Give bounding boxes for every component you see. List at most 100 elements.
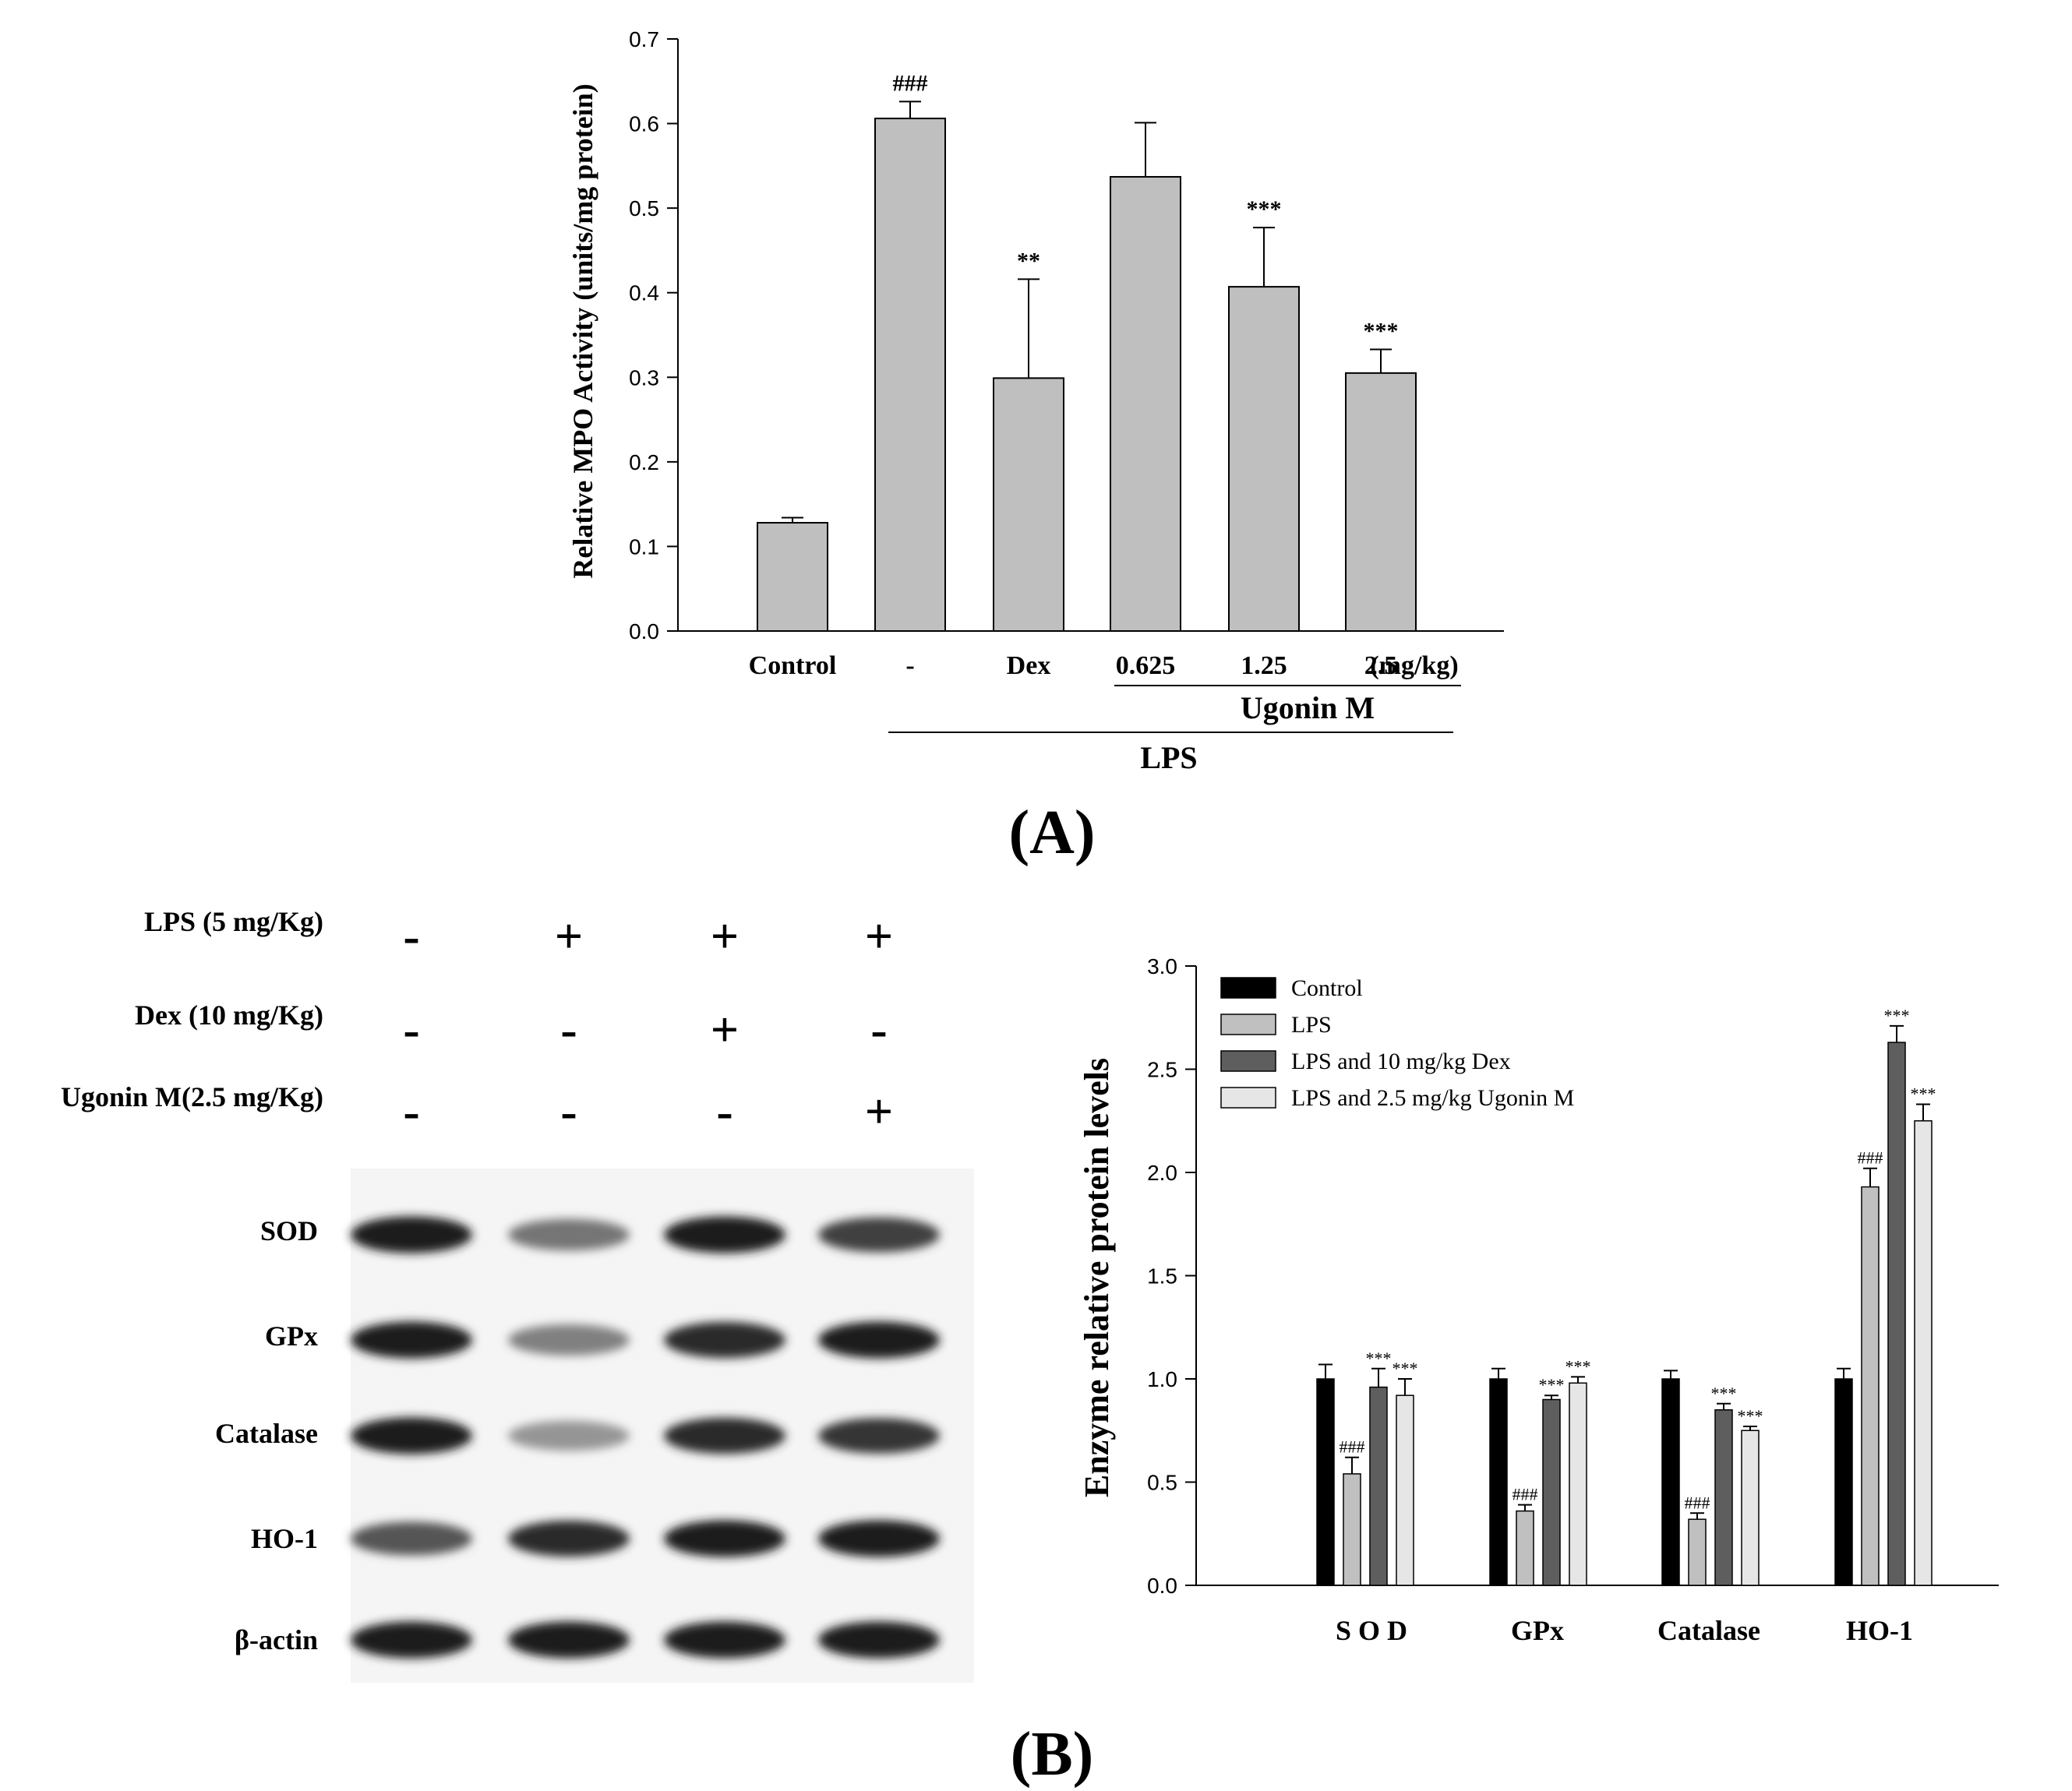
chart-b-x-label: Catalase bbox=[1657, 1615, 1760, 1646]
chart-a-y-tick-label: 0.0 bbox=[629, 619, 659, 643]
chart-a-bars: ###******** bbox=[757, 70, 1417, 633]
chart-b-bar bbox=[1343, 1473, 1361, 1586]
chart-b-bars: ###******###******###******###****** bbox=[1316, 1006, 1936, 1586]
chart-b-significance: *** bbox=[1711, 1384, 1737, 1403]
blot-treatment-label: Ugonin M(2.5 mg/Kg) bbox=[61, 1081, 323, 1112]
blot-band bbox=[351, 1321, 472, 1359]
blot-protein-label: GPx bbox=[265, 1320, 318, 1352]
blot-band bbox=[508, 1218, 630, 1251]
chart-b-bar bbox=[1489, 1378, 1508, 1586]
chart-b-legend-label: LPS and 2.5 mg/kg Ugonin M bbox=[1291, 1085, 1574, 1111]
chart-a-y-tick-label: 0.1 bbox=[629, 534, 659, 559]
chart-a-bar bbox=[1345, 372, 1417, 632]
chart-b-significance: *** bbox=[1738, 1406, 1763, 1426]
chart-a-bar bbox=[1228, 286, 1300, 632]
blot-band bbox=[818, 1217, 940, 1253]
chart-b-significance: *** bbox=[1565, 1356, 1591, 1376]
blot-treatment-sign: - bbox=[403, 908, 419, 964]
chart-a-y-tick-label: 0.6 bbox=[629, 112, 659, 136]
chart-b-y-tick-label: 0.5 bbox=[1147, 1471, 1177, 1495]
blot-treatment-label: LPS (5 mg/Kg) bbox=[144, 906, 323, 937]
blot-band bbox=[508, 1420, 630, 1451]
blot-band bbox=[508, 1520, 630, 1557]
blot-band bbox=[664, 1520, 785, 1557]
chart-b-significance: *** bbox=[1911, 1084, 1936, 1104]
blot-treatment-rows: LPS (5 mg/Kg) - + + + Dex (10 mg/Kg) - - + - Ugoni… bbox=[61, 906, 893, 1139]
blot-band bbox=[351, 1417, 472, 1454]
chart-b-bar bbox=[1661, 1378, 1680, 1586]
blot-band bbox=[818, 1321, 940, 1359]
chart-b-bar bbox=[1516, 1510, 1534, 1586]
chart-a-axes: 0.0 0.1 0.2 0.3 0.4 0.5 0.6 0.7 bbox=[629, 27, 1504, 643]
chart-a-y-tick-label: 0.2 bbox=[629, 450, 659, 474]
blot-treatment-sign: - bbox=[560, 1002, 577, 1057]
chart-b-legend-label: LPS bbox=[1291, 1012, 1332, 1038]
chart-a-bar bbox=[993, 377, 1064, 632]
blot-treatment-sign: + bbox=[865, 908, 893, 964]
blot-treatment-sign: + bbox=[865, 1084, 893, 1139]
blot-treatment-sign: + bbox=[711, 1002, 739, 1057]
panel-label-a: (A) bbox=[1008, 799, 1095, 867]
blot-band bbox=[664, 1216, 785, 1253]
blot-treatment-sign: - bbox=[403, 1084, 419, 1139]
blot-treatment-label: Dex (10 mg/Kg) bbox=[135, 1000, 323, 1031]
blot-protein-label: SOD bbox=[260, 1215, 318, 1246]
chart-b-bar bbox=[1316, 1378, 1335, 1586]
chart-b-legend-swatch bbox=[1220, 1050, 1276, 1072]
blot-protein-label: HO-1 bbox=[251, 1523, 318, 1554]
chart-b-x-labels: S O D GPx Catalase HO-1 bbox=[1336, 1615, 1913, 1646]
chart-b-bar bbox=[1569, 1382, 1587, 1586]
chart-a-y-tick-label: 0.5 bbox=[629, 196, 659, 220]
blot-band bbox=[818, 1520, 940, 1557]
ugonin-group-label: Ugonin M bbox=[1241, 690, 1375, 725]
blot-bands: SOD GPx Catalase HO-1 β-actin bbox=[215, 1215, 940, 1659]
chart-b-significance: *** bbox=[1884, 1006, 1910, 1025]
chart-a-y-tick-label: 0.7 bbox=[629, 27, 659, 51]
blot-band bbox=[818, 1621, 940, 1659]
enzyme-levels-chart: Enzyme relative protein levels 0.0 0.5 1.0… bbox=[1078, 954, 1999, 1646]
chart-b-legend-label: Control bbox=[1291, 975, 1363, 1001]
blot-treatment-sign: - bbox=[716, 1084, 732, 1139]
chart-b-significance: ### bbox=[1340, 1437, 1365, 1457]
chart-b-significance: ### bbox=[1685, 1493, 1710, 1512]
chart-a-unit-label: (mg/kg) bbox=[1370, 651, 1458, 680]
chart-b-legend-swatch bbox=[1220, 1087, 1276, 1109]
panel-label-b: (B) bbox=[1011, 1720, 1094, 1789]
chart-a-bar bbox=[1110, 175, 1181, 632]
chart-b-bar bbox=[1914, 1120, 1933, 1586]
chart-a-significance: ** bbox=[1017, 248, 1040, 273]
chart-a-x-label: Control bbox=[749, 651, 837, 680]
blot-treatment-sign: - bbox=[870, 1002, 887, 1057]
blot-treatment-sign: - bbox=[403, 1002, 419, 1057]
chart-b-y-label: Enzyme relative protein levels bbox=[1078, 1058, 1116, 1497]
chart-a-x-label: 1.25 bbox=[1241, 651, 1287, 680]
chart-a-x-label: 2.5 bbox=[1364, 651, 1398, 680]
chart-a-significance: *** bbox=[1247, 196, 1282, 222]
western-blot: LPS (5 mg/Kg) - + + + Dex (10 mg/Kg) - - + - Ugoni… bbox=[61, 906, 974, 1683]
blot-protein-label: Catalase bbox=[215, 1418, 318, 1449]
chart-b-significance: *** bbox=[1393, 1359, 1418, 1378]
mpo-activity-chart: Relative MPO Activity (units/mg protein)… bbox=[567, 27, 1504, 867]
chart-b-significance: ### bbox=[1513, 1485, 1538, 1504]
chart-b-legend: Control LPS LPS and 10 mg/kg Dex LPS and 2.… bbox=[1220, 975, 1574, 1111]
chart-b-significance: *** bbox=[1366, 1349, 1392, 1368]
chart-b-significance: *** bbox=[1539, 1375, 1565, 1394]
chart-a-bar bbox=[874, 118, 946, 633]
blot-protein-label: β-actin bbox=[235, 1624, 318, 1655]
chart-b-y-tick-label: 0.0 bbox=[1147, 1574, 1177, 1598]
chart-a-significance: *** bbox=[1364, 318, 1399, 344]
chart-b-y-tick-label: 2.5 bbox=[1147, 1058, 1177, 1082]
blot-band bbox=[351, 1521, 472, 1556]
blot-treatment-sign: - bbox=[560, 1084, 577, 1139]
chart-a-x-labels: Control - Dex 0.625 1.25 2.5 bbox=[749, 651, 1398, 680]
chart-b-significance: ### bbox=[1858, 1148, 1883, 1168]
chart-b-y-tick-label: 1.0 bbox=[1147, 1367, 1177, 1391]
chart-b-bar bbox=[1861, 1186, 1880, 1586]
blot-band bbox=[664, 1321, 785, 1359]
chart-a-y-label: Relative MPO Activity (units/mg protein) bbox=[567, 83, 598, 578]
chart-b-legend-label: LPS and 10 mg/kg Dex bbox=[1291, 1049, 1511, 1074]
chart-b-y-tick-label: 3.0 bbox=[1147, 954, 1177, 978]
chart-b-x-label: HO-1 bbox=[1846, 1615, 1913, 1646]
chart-a-x-label: - bbox=[905, 651, 914, 680]
